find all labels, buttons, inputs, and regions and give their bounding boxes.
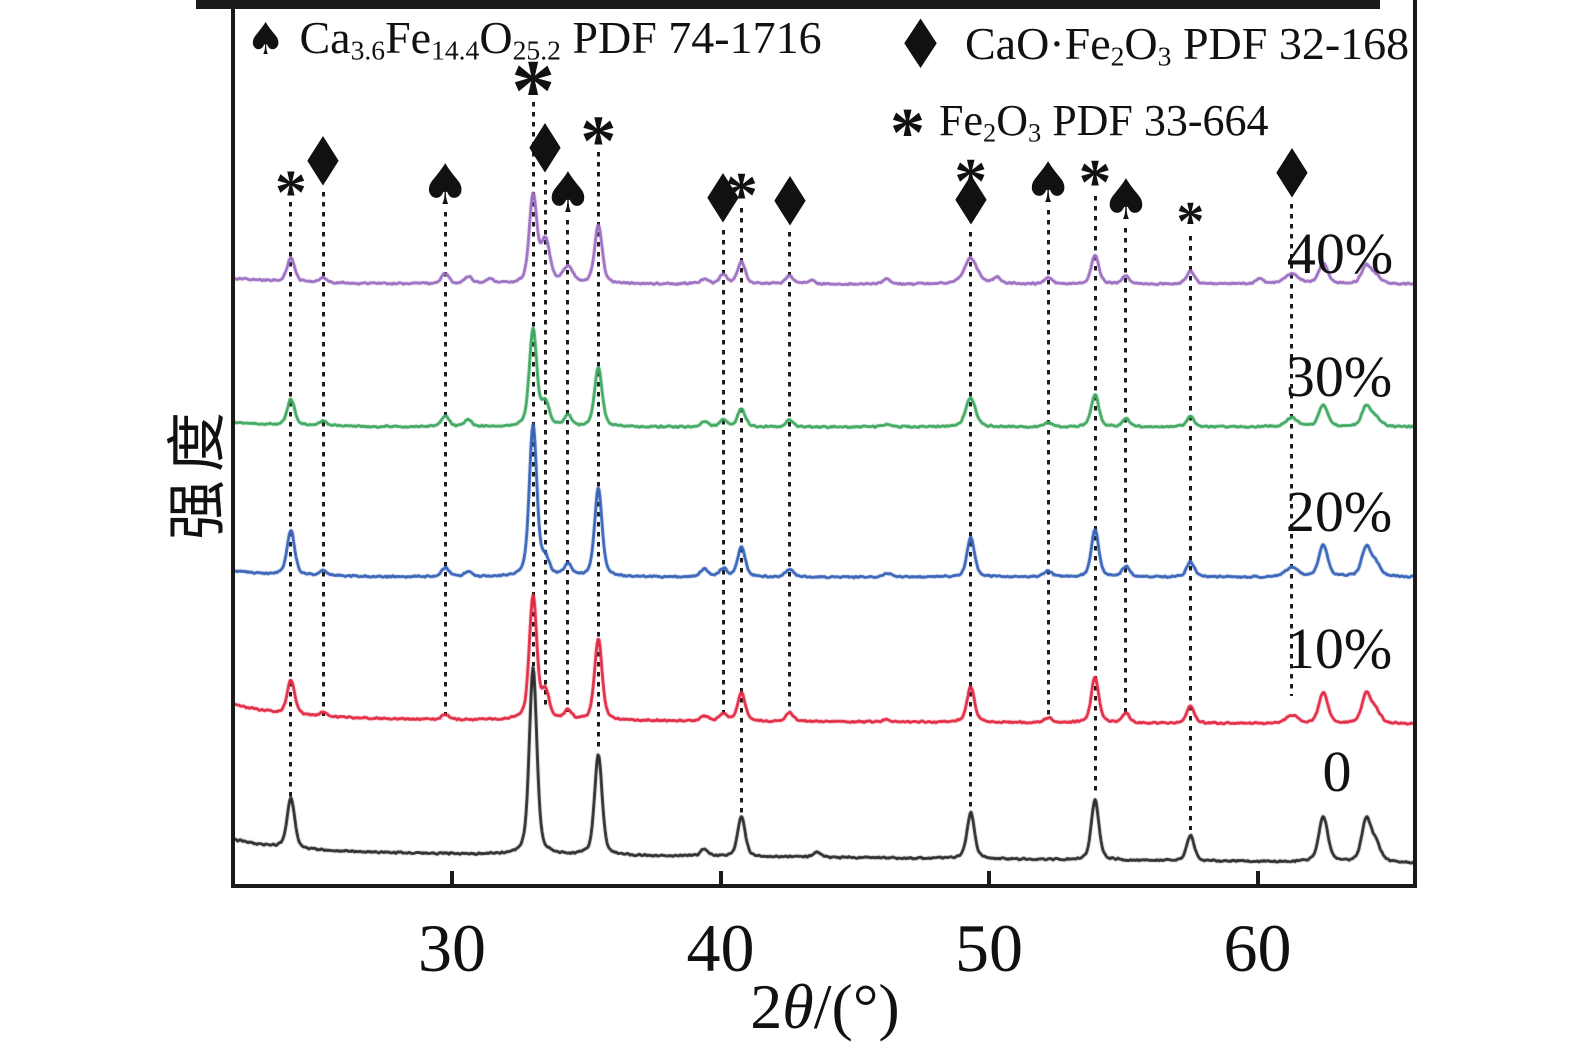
- series-label-0: 0: [1322, 739, 1352, 804]
- star-marker-icon: *: [954, 144, 988, 218]
- star-marker-icon: *: [511, 42, 556, 140]
- legend-label-fe2o3: Fe2O3 PDF 33-664: [939, 96, 1269, 148]
- series-label-40-percent: 40%: [1286, 221, 1394, 286]
- x-tick-label-30: 30: [418, 910, 486, 986]
- x-tick-label-50: 50: [955, 910, 1023, 986]
- legend-entry-fe2o3: * Fe2O3 PDF 33-664: [890, 88, 1269, 169]
- plot-frame-right: [1413, 0, 1417, 888]
- series-label-10-percent: 10%: [1285, 616, 1393, 681]
- x-tick-60: [1255, 871, 1260, 884]
- legend-label-ca36fe144o252: Ca3.6Fe14.4O25.2 PDF 74-1716: [299, 12, 822, 66]
- diamond-icon: ♦: [894, 6, 947, 85]
- spade-marker-icon: ♠: [542, 160, 594, 226]
- spade-marker-icon: ♠: [1022, 150, 1074, 216]
- diamond-marker-icon: ♦: [1266, 135, 1317, 215]
- diamond-marker-icon: ♦: [764, 163, 815, 243]
- star-marker-icon: *: [724, 158, 758, 232]
- star-icon: *: [890, 95, 925, 172]
- legend-entry-ca36fe144o252: ♠ Ca3.6Fe14.4O25.2 PDF 74-1716: [246, 12, 822, 66]
- diamond-marker-icon: ♦: [945, 162, 996, 242]
- legend-label-cao-fe2o3: CaO·Fe2O3 PDF 32-168: [964, 18, 1410, 72]
- star-marker-icon: *: [580, 100, 617, 181]
- spade-marker-icon: ♠: [1100, 167, 1152, 233]
- legend-entry-cao-fe2o3: ♦ CaO·Fe2O3 PDF 32-168: [890, 6, 1410, 85]
- series-label-30-percent: 30%: [1285, 344, 1393, 409]
- star-marker-icon: *: [274, 156, 307, 228]
- plot-frame-left: [231, 0, 235, 888]
- diamond-marker-icon: ♦: [298, 123, 349, 203]
- star-marker-icon: *: [1078, 145, 1112, 219]
- plot-frame-bottom: [231, 884, 1417, 888]
- x-tick-50: [987, 871, 991, 884]
- x-tick-label-60: 60: [1223, 910, 1292, 986]
- star-marker-icon: *: [1176, 191, 1205, 254]
- plot-frame-top-bar: [196, 0, 1380, 9]
- spade-marker-icon: ♠: [420, 152, 471, 218]
- x-tick-30: [450, 871, 454, 884]
- x-axis-title: 2θ/(°): [750, 971, 900, 1042]
- diamond-marker-icon: ♦: [520, 110, 571, 190]
- x-tick-label-40: 40: [686, 910, 755, 986]
- series-label-20-percent: 20%: [1285, 479, 1393, 544]
- spade-icon: ♠: [246, 13, 286, 65]
- y-axis-title: 强度: [163, 404, 233, 540]
- diamond-marker-icon: ♦: [698, 160, 749, 240]
- x-tick-40: [718, 871, 723, 884]
